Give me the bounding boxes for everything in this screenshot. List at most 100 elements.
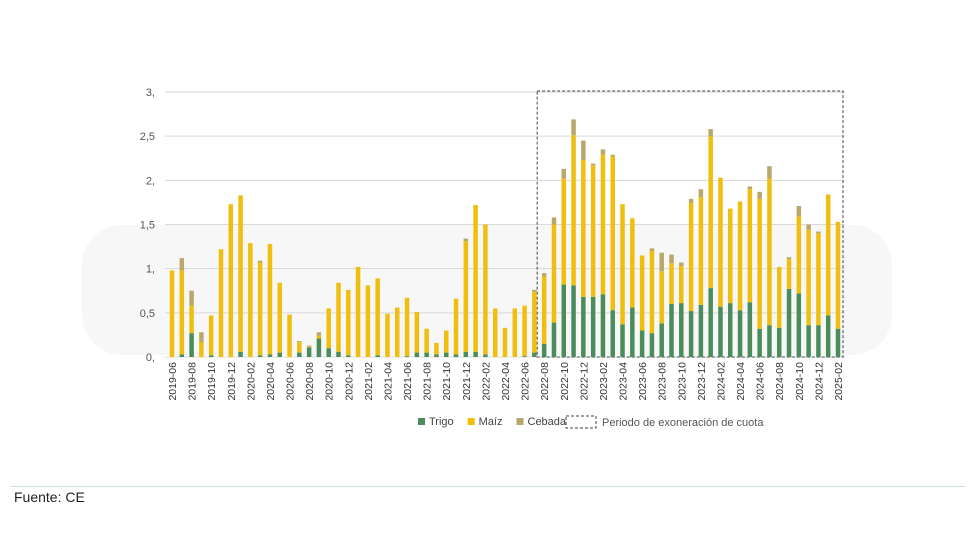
x-tick-label: 2020-02 — [245, 362, 257, 401]
bar-trigo — [414, 352, 420, 357]
bar-trigo — [786, 288, 792, 357]
bar-trigo — [306, 347, 312, 357]
bar-trigo — [620, 324, 625, 357]
bar-cebada — [610, 154, 615, 157]
x-tick-label: 2021-04 — [382, 362, 394, 401]
bar-maíz — [835, 221, 841, 329]
bar-maíz — [620, 204, 625, 325]
bar-trigo — [728, 303, 733, 357]
bar-trigo — [708, 288, 713, 357]
bar-maíz — [718, 177, 723, 307]
bar-maíz — [757, 198, 762, 329]
x-tick-label: 2023-02 — [598, 362, 610, 401]
bar-trigo — [336, 351, 341, 357]
x-tick-label: 2022-12 — [578, 362, 590, 401]
bar-trigo — [737, 310, 743, 357]
bar-cebada — [796, 205, 802, 217]
bar-trigo — [424, 352, 429, 357]
y-tick-label: 1, — [146, 264, 155, 276]
bar-cebada — [708, 129, 713, 137]
bar-cebada — [199, 332, 204, 342]
bar-maíz — [453, 298, 459, 355]
bar-trigo — [532, 352, 537, 357]
bar-trigo — [179, 354, 185, 357]
bar-maíz — [434, 342, 439, 355]
bar-maíz — [600, 154, 606, 295]
x-tick-label: 2023-08 — [657, 362, 669, 401]
legend-swatch-maíz — [467, 418, 475, 425]
bar-maíz — [796, 216, 802, 294]
bar-maíz — [825, 194, 831, 316]
x-tick-label: 2024-04 — [735, 362, 747, 401]
x-tick-label: 2021-10 — [441, 362, 453, 401]
x-tick-label: 2022-06 — [520, 362, 532, 401]
bar-maíz — [208, 315, 214, 356]
bar-maíz — [522, 305, 527, 357]
x-tick-label: 2020-06 — [285, 362, 297, 401]
bar-trigo — [434, 354, 439, 357]
bar-cebada — [179, 258, 185, 271]
x-tick-label: 2019-08 — [187, 362, 199, 401]
bar-trigo — [679, 303, 684, 357]
bar-maíz — [492, 308, 498, 357]
bar-maíz — [610, 156, 615, 311]
bar-trigo — [453, 354, 459, 357]
bar-trigo — [189, 333, 194, 357]
bar-maíz — [502, 327, 508, 357]
bar-maíz — [747, 189, 753, 303]
x-tick-label: 2019-10 — [206, 362, 218, 401]
bar-trigo — [375, 355, 380, 357]
bar-maíz — [355, 266, 361, 357]
bar-maíz — [639, 255, 645, 331]
bar-maíz — [786, 258, 792, 289]
bar-maíz — [698, 197, 704, 305]
bar-trigo — [541, 343, 547, 357]
bar-trigo — [590, 296, 596, 357]
bar-trigo — [277, 352, 282, 357]
x-tick-label: 2024-08 — [774, 362, 786, 401]
bar-cebada — [551, 217, 557, 225]
footer-divider — [10, 486, 965, 487]
bar-maíz — [336, 282, 341, 352]
x-tick-label: 2020-10 — [324, 362, 336, 401]
x-tick-label: 2022-02 — [480, 362, 492, 401]
legend-swatch-exemption — [565, 415, 597, 429]
bar-trigo — [600, 294, 606, 357]
bar-maíz — [630, 218, 635, 308]
bar-trigo — [639, 330, 645, 357]
exemption-period-box — [536, 90, 844, 358]
bar-cebada — [747, 186, 753, 190]
bar-trigo — [257, 355, 263, 357]
bar-maíz — [561, 178, 567, 285]
bar-cebada — [757, 191, 762, 199]
bar-trigo — [835, 328, 841, 357]
bar-cebada — [297, 341, 302, 342]
bar-maíz — [365, 285, 371, 357]
x-tick-label: 2021-02 — [363, 362, 375, 401]
bar-maíz — [414, 311, 420, 353]
bar-cebada — [786, 257, 792, 259]
bar-trigo — [483, 354, 488, 357]
bar-maíz — [306, 346, 312, 348]
x-tick-label: 2021-08 — [422, 362, 434, 401]
bar-cebada — [806, 224, 811, 230]
bar-cebada — [532, 289, 537, 292]
bar-maíz — [483, 224, 488, 355]
x-tick-label: 2024-10 — [794, 362, 806, 401]
bar-cebada — [816, 231, 821, 234]
y-tick-label: 2,5 — [140, 131, 155, 143]
bar-maíz — [424, 328, 429, 353]
x-tick-label: 2022-10 — [559, 362, 571, 401]
bar-trigo — [404, 356, 410, 357]
bar-cebada — [561, 168, 567, 179]
x-tick-label: 2019-06 — [167, 362, 179, 401]
bar-maíz — [248, 243, 253, 357]
bar-trigo — [688, 311, 694, 357]
bar-maíz — [806, 229, 811, 326]
bar-maíz — [649, 251, 655, 334]
x-tick-label: 2021-12 — [461, 362, 473, 401]
bar-maíz — [189, 305, 194, 334]
bar-trigo — [551, 322, 557, 357]
bar-maíz — [767, 178, 772, 326]
x-tick-label: 2024-02 — [715, 362, 727, 401]
